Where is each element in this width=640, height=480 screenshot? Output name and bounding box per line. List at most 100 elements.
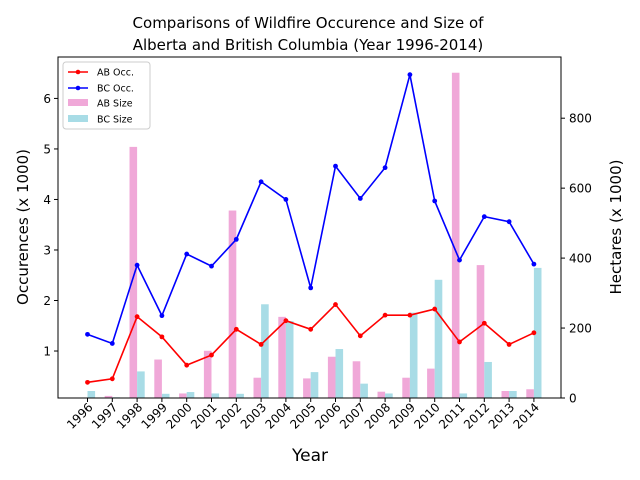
bar-ab-size-2009 <box>402 377 410 398</box>
bar-bc-size-2009 <box>409 312 418 398</box>
point-ab-occ--2013 <box>506 342 512 347</box>
bar-bc-size-2000 <box>186 392 195 398</box>
point-bc-occ--2005 <box>308 285 314 291</box>
left-tick-label-1: 1 <box>43 345 51 359</box>
point-ab-occ--2004 <box>283 318 289 324</box>
bar-bc-size-2011 <box>459 393 468 398</box>
point-bc-occ--2004 <box>283 197 289 202</box>
left-tick-label-2: 2 <box>43 294 51 308</box>
bar-ab-size-2008 <box>377 391 386 398</box>
bar-ab-size-1999 <box>154 359 162 398</box>
point-ab-occ--2010 <box>432 306 438 312</box>
bar-ab-size-2004 <box>278 316 286 398</box>
bar-bc-size-2002 <box>236 393 244 398</box>
point-bc-occ--2000 <box>184 251 190 257</box>
bar-bc-size-2008 <box>385 393 393 398</box>
right-tick-label-200: 200 <box>569 322 592 336</box>
point-bc-occ--1997 <box>109 341 115 346</box>
x-tick-label-2010: 2010 <box>411 400 442 431</box>
point-bc-occ--2010 <box>432 198 438 204</box>
bar-bc-size-1996 <box>87 391 96 398</box>
lines-layer <box>85 72 537 385</box>
point-ab-occ--1999 <box>159 334 165 340</box>
x-tick-label-1996: 1996 <box>64 400 95 431</box>
right-tick-label-800: 800 <box>569 112 592 126</box>
point-bc-occ--2012 <box>481 214 487 220</box>
point-bc-occ--2013 <box>506 219 512 225</box>
bar-ab-size-2012 <box>476 265 485 398</box>
bar-bc-size-2010 <box>434 279 443 398</box>
left-tick-label-4: 4 <box>43 193 51 207</box>
bar-bc-size-2006 <box>335 349 344 398</box>
point-ab-occ--2011 <box>457 339 462 345</box>
x-tick-label-1998: 1998 <box>114 400 145 431</box>
bar-bc-size-2007 <box>360 383 368 398</box>
bar-bc-size-1999 <box>161 393 170 398</box>
point-ab-occ--2005 <box>308 326 314 332</box>
x-tick-label-2013: 2013 <box>486 400 517 431</box>
chart-title-line2: Alberta and British Columbia (Year 1996-… <box>133 36 484 54</box>
right-axis-ticks: 0 200 400 600 800 <box>561 112 592 406</box>
bar-ab-size-2003 <box>253 377 262 398</box>
bar-ab-size-2011 <box>451 72 460 398</box>
point-bc-occ--2007 <box>357 196 363 201</box>
legend-ab-occ-label: AB Occ. <box>97 68 134 79</box>
legend-box <box>62 61 151 130</box>
point-ab-occ--2001 <box>209 352 214 358</box>
bar-bc-size-2003 <box>261 304 269 398</box>
y-axis-label-right: Hectares (x 1000) <box>607 160 625 295</box>
point-ab-occ--2007 <box>357 333 363 339</box>
point-bc-occ--2014 <box>531 261 537 267</box>
legend-bc-size-label: BC Size <box>97 115 133 126</box>
point-bc-occ--1996 <box>85 331 90 337</box>
x-tick-label-1999: 1999 <box>139 400 170 431</box>
x-tick-label-2006: 2006 <box>312 400 343 431</box>
point-ab-occ--2000 <box>184 362 190 368</box>
point-bc-occ--2011 <box>457 257 462 263</box>
point-ab-occ--2003 <box>258 342 264 347</box>
bar-ab-size-2000 <box>179 393 187 398</box>
bar-bc-size-2014 <box>533 267 542 398</box>
point-bc-occ--2001 <box>209 263 214 269</box>
x-tick-label-2005: 2005 <box>287 400 318 431</box>
x-tick-label-2008: 2008 <box>362 400 393 431</box>
bar-ab-size-2010 <box>427 368 435 398</box>
point-ab-occ--1998 <box>134 314 140 320</box>
bar-ab-size-2005 <box>303 378 311 398</box>
bar-bc-size-2013 <box>509 391 517 398</box>
bar-bc-size-2012 <box>484 361 492 398</box>
right-tick-label-600: 600 <box>569 182 592 196</box>
x-tick-label-2007: 2007 <box>337 400 368 431</box>
point-ab-occ--2006 <box>333 302 338 307</box>
point-bc-occ--2003 <box>258 179 264 185</box>
bar-bc-size-1998 <box>137 371 145 398</box>
bar-bc-size-2001 <box>211 393 220 398</box>
x-axis-ticks: 1996199719981999200020012002200320042005… <box>64 398 542 432</box>
bar-bc-size-2005 <box>310 372 319 398</box>
bar-ab-size-2007 <box>352 361 361 398</box>
legend-bc-occ-label: BC Occ. <box>97 84 134 95</box>
point-ab-occ--1996 <box>85 379 90 385</box>
point-ab-occ--1997 <box>109 376 115 382</box>
x-tick-label-2012: 2012 <box>461 400 492 431</box>
line-bc-occ- <box>87 74 535 345</box>
bar-ab-size-1997 <box>104 395 113 398</box>
x-tick-label-2014: 2014 <box>511 400 542 431</box>
bar-ab-size-1998 <box>129 146 138 398</box>
point-bc-occ--1998 <box>134 262 140 268</box>
point-ab-occ--2002 <box>233 326 239 332</box>
point-ab-occ--2009 <box>407 312 413 318</box>
legend: AB Occ. BC Occ. AB Size BC Size <box>62 61 151 130</box>
point-bc-occ--2008 <box>382 165 388 171</box>
x-tick-label-2011: 2011 <box>436 400 467 431</box>
x-tick-label-1997: 1997 <box>89 400 120 431</box>
left-axis-ticks: 1 2 3 4 5 6 <box>43 92 58 359</box>
bar-ab-size-2014 <box>526 389 534 398</box>
legend-bc-occ-marker <box>75 85 81 91</box>
bar-ab-size-2001 <box>203 350 212 398</box>
point-ab-occ--2008 <box>382 312 388 318</box>
x-tick-label-2004: 2004 <box>263 400 294 431</box>
legend-ab-occ-marker <box>75 69 81 75</box>
legend-bc-size-swatch <box>68 115 88 122</box>
